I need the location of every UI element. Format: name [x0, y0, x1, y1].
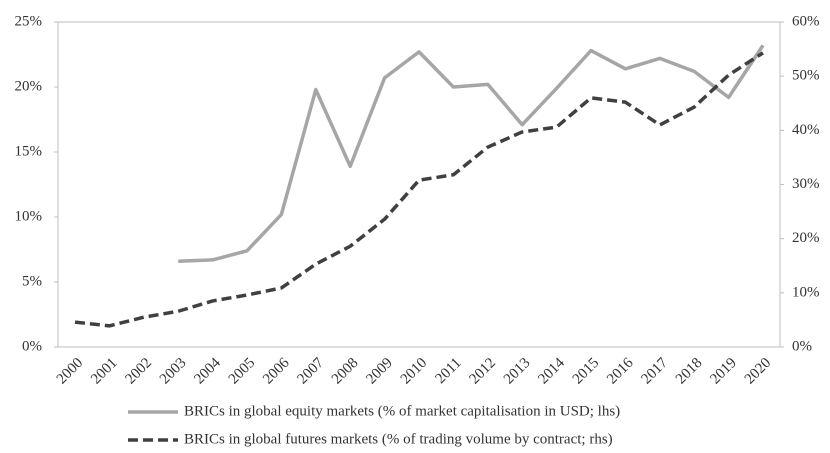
y-tick-label: 20% [15, 78, 43, 94]
x-tick-label: 2004 [191, 355, 224, 388]
x-tick-label: 2014 [535, 355, 568, 388]
x-tick-label: 2007 [295, 355, 328, 388]
series-line [74, 51, 764, 328]
x-tick-label: 2019 [707, 355, 740, 388]
x-tick-label: 2011 [433, 355, 465, 387]
legend-label: BRICs in global equity markets (% of mar… [184, 403, 620, 419]
y2-tick-label: 30% [792, 176, 820, 192]
y-tick-label: 10% [15, 208, 43, 224]
y2-tick-label: 60% [792, 13, 820, 29]
x-tick-label: 2000 [54, 355, 87, 388]
x-tick-label: 2005 [226, 355, 259, 388]
y2-tick-label: 40% [792, 122, 820, 138]
y2-tick-label: 20% [792, 230, 820, 246]
legend-label: BRICs in global futures markets (% of tr… [184, 431, 613, 447]
series-line [178, 44, 765, 263]
x-tick-label: 2010 [398, 355, 431, 388]
x-tick-label: 2015 [570, 355, 603, 388]
y-tick-label: 25% [15, 13, 43, 29]
x-tick-label: 2009 [363, 355, 396, 388]
x-tick-label: 2013 [501, 355, 534, 388]
x-tick-label: 2006 [260, 355, 293, 388]
x-tick-label: 2002 [123, 355, 156, 388]
plot-frame [57, 21, 781, 348]
y2-tick-label: 10% [792, 284, 820, 300]
y2-tick-label: 50% [792, 68, 820, 84]
x-tick-label: 2008 [329, 355, 362, 388]
x-tick-label: 2020 [742, 355, 775, 388]
y-tick-label: 5% [22, 273, 42, 289]
y-tick-label: 15% [15, 143, 43, 159]
x-tick-label: 2001 [88, 355, 121, 388]
x-tick-label: 2003 [157, 355, 190, 388]
x-tick-label: 2017 [639, 355, 672, 388]
x-tick-label: 2012 [467, 355, 500, 388]
y2-tick-label: 0% [792, 338, 812, 354]
x-tick-label: 2016 [604, 355, 637, 388]
y-tick-label: 0% [22, 338, 42, 354]
x-tick-label: 2018 [673, 355, 706, 388]
